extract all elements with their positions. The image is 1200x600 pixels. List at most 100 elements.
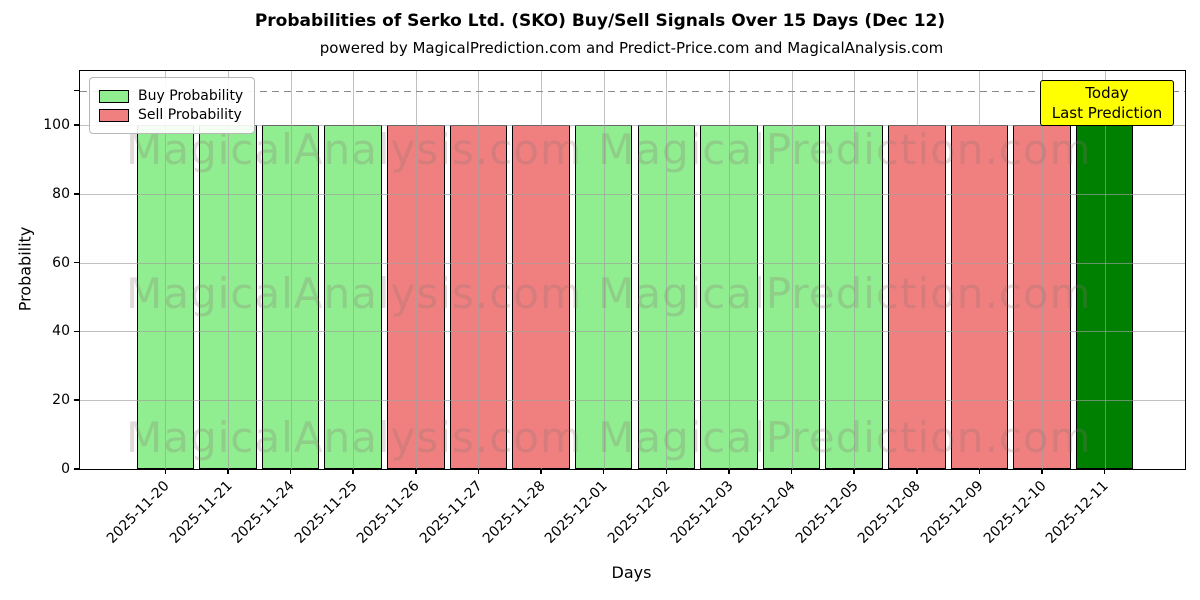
x-tick-label-2025-12-01: 2025-12-01 xyxy=(542,478,612,547)
bar-2025-11-24 xyxy=(261,125,320,469)
y-tick-label: 40 xyxy=(52,323,70,340)
today-annotation-line2: Last Prediction xyxy=(1051,104,1163,122)
y-axis-label: Probability xyxy=(15,226,35,312)
x-tick-mark xyxy=(352,469,354,474)
watermark-prediction: MagicalPrediction.com xyxy=(598,269,1092,318)
x-gridline xyxy=(353,71,355,469)
bar-2025-11-26 xyxy=(387,125,445,469)
x-tick-mark xyxy=(164,469,167,474)
x-gridline xyxy=(541,71,543,469)
x-gridline xyxy=(979,71,981,469)
x-tick-label-2025-11-20: 2025-11-20 xyxy=(103,478,173,547)
bar-2025-12-11 xyxy=(1075,125,1134,469)
x-tick-mark xyxy=(853,469,855,474)
bar-2025-12-05 xyxy=(825,125,883,469)
x-tick-label-2025-12-09: 2025-12-09 xyxy=(917,478,987,547)
y-tick-mark xyxy=(74,193,80,195)
x-gridline xyxy=(1104,71,1106,469)
y-gridline xyxy=(80,125,1185,126)
x-tick-mark xyxy=(540,469,542,474)
x-gridline xyxy=(666,71,668,469)
y-gridline xyxy=(80,193,1185,195)
x-tick-mark xyxy=(1103,469,1106,474)
chart-subtitle: powered by MagicalPrediction.com and Pre… xyxy=(319,39,944,57)
bar-2025-12-09 xyxy=(950,125,1009,469)
x-gridline xyxy=(916,71,918,469)
x-tick-mark xyxy=(1041,469,1043,474)
watermark-analysis: MagicalAnalysis.com xyxy=(126,269,582,318)
y-gridline xyxy=(80,400,1185,402)
x-tick-label-2025-12-02: 2025-12-02 xyxy=(604,478,674,547)
y-tick-mark xyxy=(74,124,80,126)
y-tick-label: 0 xyxy=(61,461,70,477)
bar-2025-11-20 xyxy=(136,125,195,469)
y-tick-mark xyxy=(74,261,80,264)
bar-2025-11-21 xyxy=(199,125,257,469)
x-tick-mark xyxy=(289,469,292,474)
x-gridline xyxy=(603,71,605,469)
today-annotation: Today Last Prediction xyxy=(1040,80,1174,126)
x-tick-mark xyxy=(665,469,668,474)
x-gridline xyxy=(854,71,856,469)
y-tick-mark xyxy=(74,399,80,401)
x-gridline xyxy=(290,71,292,469)
x-gridline xyxy=(165,71,167,469)
chart-title: Probabilities of Serko Ltd. (SKO) Buy/Se… xyxy=(254,11,946,31)
threshold-dashed-line xyxy=(80,90,1185,93)
bar-2025-12-01 xyxy=(574,125,633,469)
y-tick-label: 100 xyxy=(43,117,70,133)
sell-swatch-icon xyxy=(99,108,129,122)
x-tick-label-2025-12-05: 2025-12-05 xyxy=(792,478,862,547)
x-tick-label-2025-11-27: 2025-11-27 xyxy=(416,478,486,547)
x-gridline xyxy=(791,71,793,469)
bar-2025-11-25 xyxy=(324,125,382,469)
x-tick-mark xyxy=(602,469,605,474)
bar-2025-12-10 xyxy=(1013,125,1071,469)
legend-sell-label: Sell Probability xyxy=(138,107,242,123)
x-tick-mark xyxy=(415,469,417,474)
x-tick-mark xyxy=(728,469,730,474)
plot-area: Buy Probability Sell Probability 0 20 40 60… xyxy=(43,70,1186,547)
y-gridline xyxy=(80,262,1185,264)
x-tick-label-2025-12-11: 2025-12-11 xyxy=(1043,478,1113,547)
x-tick-label-2025-12-10: 2025-12-10 xyxy=(980,478,1050,547)
y-gridline xyxy=(80,331,1185,333)
x-tick-label-2025-12-08: 2025-12-08 xyxy=(855,478,925,547)
y-tick-mark xyxy=(74,468,80,470)
watermark-analysis: MagicalAnalysis.com xyxy=(126,125,582,174)
watermark-prediction: MagicalPrediction.com xyxy=(598,413,1092,462)
x-tick-label-2025-12-04: 2025-12-04 xyxy=(730,478,799,547)
bar-2025-11-28 xyxy=(512,125,570,469)
x-tick-mark xyxy=(790,469,793,474)
x-tick-mark xyxy=(978,469,981,474)
legend-entry-buy: Buy Probability xyxy=(99,88,243,104)
bar-2025-11-27 xyxy=(449,125,508,469)
bar-2025-12-04 xyxy=(762,125,821,469)
x-tick-mark xyxy=(916,469,918,474)
bar-2025-12-03 xyxy=(700,125,758,469)
x-gridline xyxy=(1042,71,1044,469)
x-tick-label-2025-11-26: 2025-11-26 xyxy=(354,478,424,547)
watermark-prediction: MagicalPrediction.com xyxy=(598,125,1092,174)
x-tick-label-2025-11-21: 2025-11-21 xyxy=(166,478,236,547)
x-tick-label-2025-11-28: 2025-11-28 xyxy=(479,478,549,547)
x-tick-label-2025-11-24: 2025-11-24 xyxy=(229,478,298,547)
legend-buy-label: Buy Probability xyxy=(138,88,244,104)
x-gridline xyxy=(478,71,480,469)
x-gridline xyxy=(227,71,229,469)
y-tick-mark xyxy=(74,330,80,333)
legend-entry-sell: Sell Probability xyxy=(99,107,243,123)
x-tick-mark xyxy=(477,469,480,474)
legend: Buy Probability Sell Probability xyxy=(89,77,256,134)
y-tick-label: 20 xyxy=(52,392,70,409)
x-tick-label-2025-12-03: 2025-12-03 xyxy=(667,478,737,547)
y-tick-label: 80 xyxy=(52,185,70,202)
x-gridline xyxy=(728,71,730,469)
today-annotation-line1: Today xyxy=(1085,84,1129,102)
y-tick-label: 60 xyxy=(52,254,70,271)
x-tick-label-2025-11-25: 2025-11-25 xyxy=(291,478,361,547)
bar-2025-12-08 xyxy=(888,125,946,469)
buy-swatch-icon xyxy=(99,89,129,103)
x-axis-label: Days xyxy=(611,563,652,582)
